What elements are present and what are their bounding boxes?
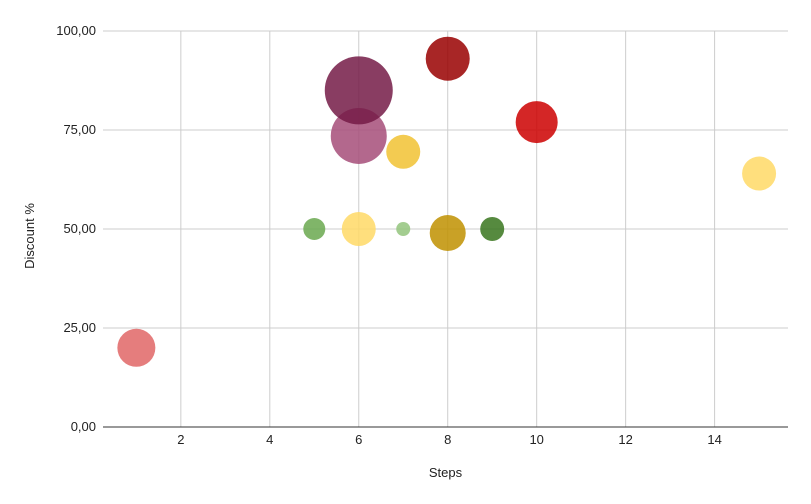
y-tick-label: 50,00	[63, 221, 96, 236]
bubble-point[interactable]	[425, 36, 470, 81]
x-tick-label: 2	[177, 432, 184, 447]
bubble-point[interactable]	[341, 212, 376, 246]
y-tick-label: 100,00	[56, 23, 96, 38]
x-tick-label: 12	[618, 432, 632, 447]
grid-lines	[103, 30, 788, 427]
y-tick-label: 25,00	[63, 320, 96, 335]
x-tick-label: 14	[707, 432, 721, 447]
x-axis-title: Steps	[429, 465, 463, 480]
bubble-point[interactable]	[386, 134, 421, 169]
bubble-point[interactable]	[396, 222, 411, 236]
tick-labels: 0,00 25,00 50,00 75,00 100,00 2 4 6 8 10 12 14	[56, 23, 722, 447]
bubble-point[interactable]	[515, 101, 558, 144]
y-axis-title: Discount %	[22, 203, 37, 269]
x-tick-label: 6	[355, 432, 362, 447]
bubble-point[interactable]	[480, 217, 505, 241]
x-tick-label: 8	[444, 432, 451, 447]
bubble-point[interactable]	[303, 218, 326, 240]
bubble-point[interactable]	[742, 156, 777, 191]
y-tick-label: 0,00	[71, 419, 96, 434]
y-tick-label: 75,00	[63, 122, 96, 137]
bubble-point[interactable]	[324, 56, 393, 125]
bubble-point[interactable]	[117, 328, 156, 367]
bubble-point[interactable]	[429, 214, 466, 251]
bubble-point[interactable]	[330, 107, 387, 164]
x-tick-label: 4	[266, 432, 273, 447]
data-points	[117, 36, 777, 367]
x-tick-label: 10	[529, 432, 543, 447]
